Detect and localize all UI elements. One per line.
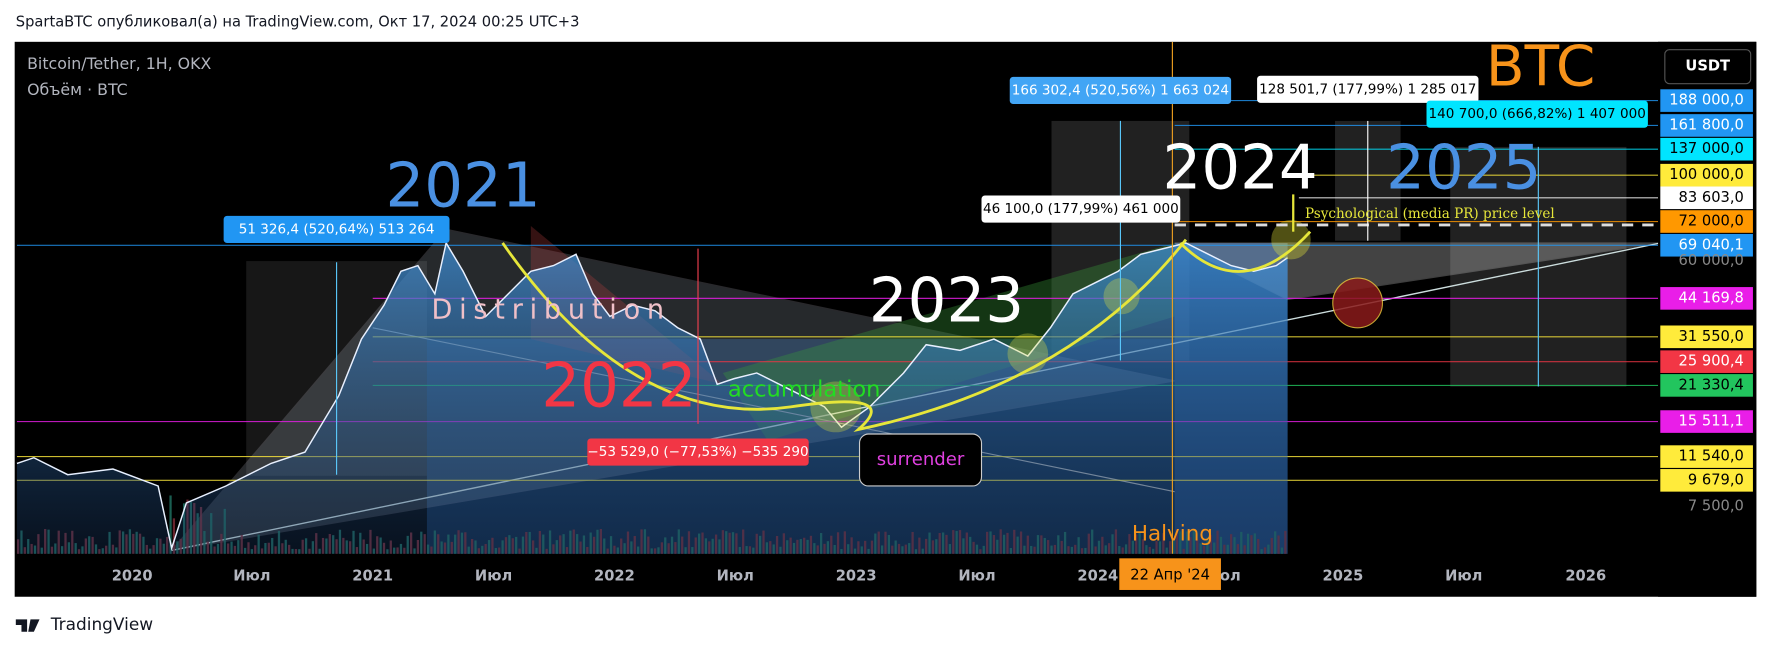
annotation: Halving bbox=[1132, 522, 1213, 547]
volume-bar bbox=[172, 518, 176, 554]
price-label: 60 000,0 bbox=[1679, 252, 1744, 269]
symbol: Bitcoin/Tether, 1H, OKX bbox=[27, 54, 211, 73]
price-label-bg bbox=[1660, 137, 1753, 161]
time-label: 2021 bbox=[352, 567, 393, 584]
time-label: 2023 bbox=[836, 567, 877, 584]
price-label: 11 540,0 bbox=[1679, 448, 1744, 465]
price-label: 161 800,0 bbox=[1669, 116, 1744, 133]
annotation: surrender bbox=[877, 449, 965, 470]
measure-label-bg bbox=[1426, 100, 1648, 128]
annotation: 2024 bbox=[1163, 132, 1318, 203]
price-label-bg bbox=[1660, 89, 1753, 112]
price-label-bg bbox=[1660, 350, 1753, 373]
circle bbox=[810, 381, 862, 433]
measure-label: 166 302,4 (520,56%) 1 663 024 bbox=[1012, 82, 1229, 98]
annotation: Psychological (media PR) price level bbox=[1305, 206, 1555, 222]
price-label-bg bbox=[1660, 186, 1753, 210]
price-label: 100 000,0 bbox=[1669, 166, 1744, 183]
halving-date: 22 Апр '24 bbox=[1130, 566, 1210, 583]
measure-label: 128 501,7 (177,99%) 1 285 017 bbox=[1259, 81, 1476, 97]
annotation: 2021 bbox=[385, 150, 540, 221]
price-label: 72 000,0 bbox=[1679, 213, 1744, 230]
price-label-bg bbox=[1660, 325, 1753, 349]
price-label-bg bbox=[1660, 114, 1753, 137]
annotation: accumulation bbox=[728, 376, 881, 402]
time-label: 2022 bbox=[594, 567, 635, 584]
footer-brand: TradingView bbox=[50, 614, 153, 634]
price-label-bg bbox=[1660, 469, 1753, 492]
price-label: 9 679,0 bbox=[1688, 471, 1744, 488]
annotation: 2022 bbox=[541, 351, 696, 422]
time-label: Июл bbox=[475, 567, 512, 584]
annotation: Distribution bbox=[431, 294, 670, 325]
price-label: 21 330,4 bbox=[1679, 376, 1744, 393]
measure-label: 46 100,0 (177,99%) 461 000 bbox=[983, 201, 1179, 217]
surrender-box bbox=[858, 433, 983, 487]
price-label-bg bbox=[1660, 287, 1753, 310]
price-label-bg bbox=[1660, 210, 1753, 233]
price-label: 137 000,0 bbox=[1669, 140, 1744, 157]
measure-label: −53 529,0 (−77,53%) −535 290 bbox=[587, 444, 808, 460]
channel bbox=[722, 242, 1175, 441]
measure-label-bg bbox=[981, 195, 1181, 223]
measure-label-bg bbox=[223, 215, 450, 243]
circle bbox=[1007, 333, 1049, 375]
price-label: 44 169,8 bbox=[1679, 289, 1744, 306]
price-label: 7 500,0 bbox=[1688, 497, 1744, 514]
price-line bbox=[16, 241, 1289, 551]
curve bbox=[1179, 230, 1312, 273]
annotation: BTC bbox=[1486, 35, 1595, 100]
price-label-bg bbox=[1660, 445, 1753, 468]
time-label: Июл bbox=[717, 567, 754, 584]
footer-logo bbox=[15, 619, 40, 632]
price-label: 188 000,0 bbox=[1669, 92, 1744, 109]
price-label: 83 603,0 bbox=[1679, 189, 1744, 206]
measure-label-bg bbox=[1009, 76, 1232, 104]
time-label: 2026 bbox=[1565, 567, 1606, 584]
annotation: 2023 bbox=[869, 266, 1024, 337]
time-label: 2020 bbox=[112, 567, 153, 584]
price-label: 25 900,4 bbox=[1679, 353, 1744, 370]
circle bbox=[1103, 278, 1140, 315]
annotation: 2025 bbox=[1386, 132, 1541, 203]
price-label-bg bbox=[1660, 233, 1753, 257]
time-label: Июл bbox=[233, 567, 270, 584]
measure-label-bg bbox=[1257, 75, 1479, 103]
measure-label: 140 700,0 (666,82%) 1 407 000 bbox=[1429, 106, 1646, 122]
volume-bar bbox=[169, 495, 172, 554]
price-label: 69 040,1 bbox=[1679, 236, 1744, 253]
currency-button[interactable] bbox=[1664, 49, 1752, 85]
price-label-bg bbox=[1660, 163, 1753, 187]
currency[interactable]: USDT bbox=[1685, 58, 1730, 75]
halving-date-bg bbox=[1119, 558, 1221, 590]
price-label: 31 550,0 bbox=[1679, 328, 1744, 345]
price-label-bg bbox=[1660, 374, 1753, 397]
volume-label: Объём · BTC bbox=[27, 80, 128, 99]
curve bbox=[501, 238, 1188, 432]
measure-label: 51 326,4 (520,64%) 513 264 bbox=[239, 221, 435, 237]
price-label-bg bbox=[1660, 410, 1753, 433]
time-label: Июл bbox=[1445, 567, 1482, 584]
measure-label-bg bbox=[587, 438, 809, 466]
time-label: 2025 bbox=[1323, 567, 1364, 584]
time-label: Июл bbox=[958, 567, 995, 584]
time-label: 2024 bbox=[1077, 567, 1118, 584]
circle bbox=[1271, 219, 1311, 260]
header-title: SpartaBTC опубликовал(а) на TradingView.… bbox=[16, 14, 580, 31]
price-label: 15 511,1 bbox=[1679, 413, 1744, 430]
circle bbox=[1332, 277, 1384, 329]
